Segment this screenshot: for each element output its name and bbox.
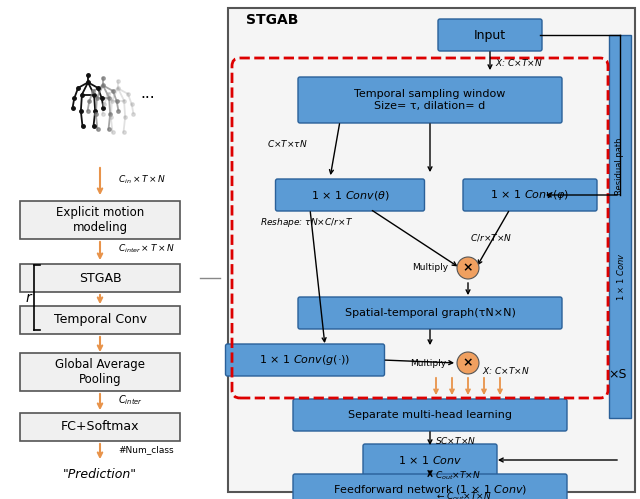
FancyBboxPatch shape bbox=[363, 444, 497, 476]
Text: X: $C$×$T$×$N$: X: $C$×$T$×$N$ bbox=[482, 364, 530, 376]
Text: ...: ... bbox=[141, 85, 156, 100]
Text: 1 × 1 $Conv(θ)$: 1 × 1 $Conv(θ)$ bbox=[310, 189, 389, 202]
FancyBboxPatch shape bbox=[298, 77, 562, 123]
Text: ×: × bbox=[463, 356, 473, 369]
Text: Input: Input bbox=[474, 28, 506, 41]
Text: Multiply: Multiply bbox=[410, 358, 446, 367]
Text: $\leftarrow C_{out}$×$T$×$N$: $\leftarrow C_{out}$×$T$×$N$ bbox=[435, 491, 492, 499]
Text: $SC$×$T$×$N$: $SC$×$T$×$N$ bbox=[435, 435, 476, 446]
Text: $C_{in} \times T \times N$: $C_{in} \times T \times N$ bbox=[118, 174, 166, 186]
Circle shape bbox=[457, 257, 479, 279]
Text: Temporal Conv: Temporal Conv bbox=[54, 313, 147, 326]
Text: Feedforward network (1 × 1 $Conv$): Feedforward network (1 × 1 $Conv$) bbox=[333, 484, 527, 497]
Text: $C_{out}$×$T$×$N$: $C_{out}$×$T$×$N$ bbox=[435, 470, 481, 482]
Text: STGAB: STGAB bbox=[246, 13, 298, 27]
Text: X: $C$×$T$×$N$: X: $C$×$T$×$N$ bbox=[495, 56, 543, 67]
FancyBboxPatch shape bbox=[298, 297, 562, 329]
FancyBboxPatch shape bbox=[609, 35, 631, 418]
FancyBboxPatch shape bbox=[20, 201, 180, 239]
FancyBboxPatch shape bbox=[20, 306, 180, 334]
Text: Multiply: Multiply bbox=[412, 263, 448, 272]
Text: $C_{inter}$: $C_{inter}$ bbox=[118, 393, 143, 407]
Text: FC+Softmax: FC+Softmax bbox=[61, 421, 140, 434]
Circle shape bbox=[457, 352, 479, 374]
Text: Separate multi-head learning: Separate multi-head learning bbox=[348, 410, 512, 420]
FancyBboxPatch shape bbox=[463, 179, 597, 211]
Text: $C$×$T$×τ$N$: $C$×$T$×τ$N$ bbox=[267, 138, 308, 149]
Text: 1 × 1 $Conv(g(·))$: 1 × 1 $Conv(g(·))$ bbox=[259, 353, 351, 367]
Text: Residual path: Residual path bbox=[616, 138, 625, 195]
Text: #Num_class: #Num_class bbox=[118, 446, 173, 455]
Text: ×S: ×S bbox=[608, 368, 627, 382]
Text: 1 × 1 $Conv(φ)$: 1 × 1 $Conv(φ)$ bbox=[490, 188, 570, 202]
Text: STGAB: STGAB bbox=[79, 271, 122, 284]
Text: $C/r$×$T$×$N$: $C/r$×$T$×$N$ bbox=[470, 232, 512, 243]
FancyBboxPatch shape bbox=[20, 353, 180, 391]
Text: Explicit motion
modeling: Explicit motion modeling bbox=[56, 206, 144, 234]
Text: ×: × bbox=[463, 261, 473, 274]
FancyBboxPatch shape bbox=[225, 344, 385, 376]
FancyBboxPatch shape bbox=[293, 474, 567, 499]
Text: r: r bbox=[25, 290, 31, 304]
FancyBboxPatch shape bbox=[293, 399, 567, 431]
Text: $C_{inter} \times T \times N$: $C_{inter} \times T \times N$ bbox=[118, 243, 175, 255]
FancyBboxPatch shape bbox=[20, 413, 180, 441]
FancyBboxPatch shape bbox=[20, 264, 180, 292]
Text: Spatial-temporal graph(τN×N): Spatial-temporal graph(τN×N) bbox=[344, 308, 515, 318]
Text: Global Average
Pooling: Global Average Pooling bbox=[55, 358, 145, 386]
FancyBboxPatch shape bbox=[438, 19, 542, 51]
Text: 1 × 1 $Conv$: 1 × 1 $Conv$ bbox=[614, 252, 625, 301]
Text: Reshape: $τN$×$C/r$×$T$: Reshape: $τN$×$C/r$×$T$ bbox=[260, 216, 353, 229]
Text: Temporal sampling window
Size= τ, dilation= d: Temporal sampling window Size= τ, dilati… bbox=[355, 89, 506, 111]
FancyBboxPatch shape bbox=[275, 179, 424, 211]
Text: 1 × 1 $Conv$: 1 × 1 $Conv$ bbox=[398, 454, 462, 466]
Text: "Prediction": "Prediction" bbox=[63, 469, 137, 482]
FancyBboxPatch shape bbox=[228, 8, 635, 492]
